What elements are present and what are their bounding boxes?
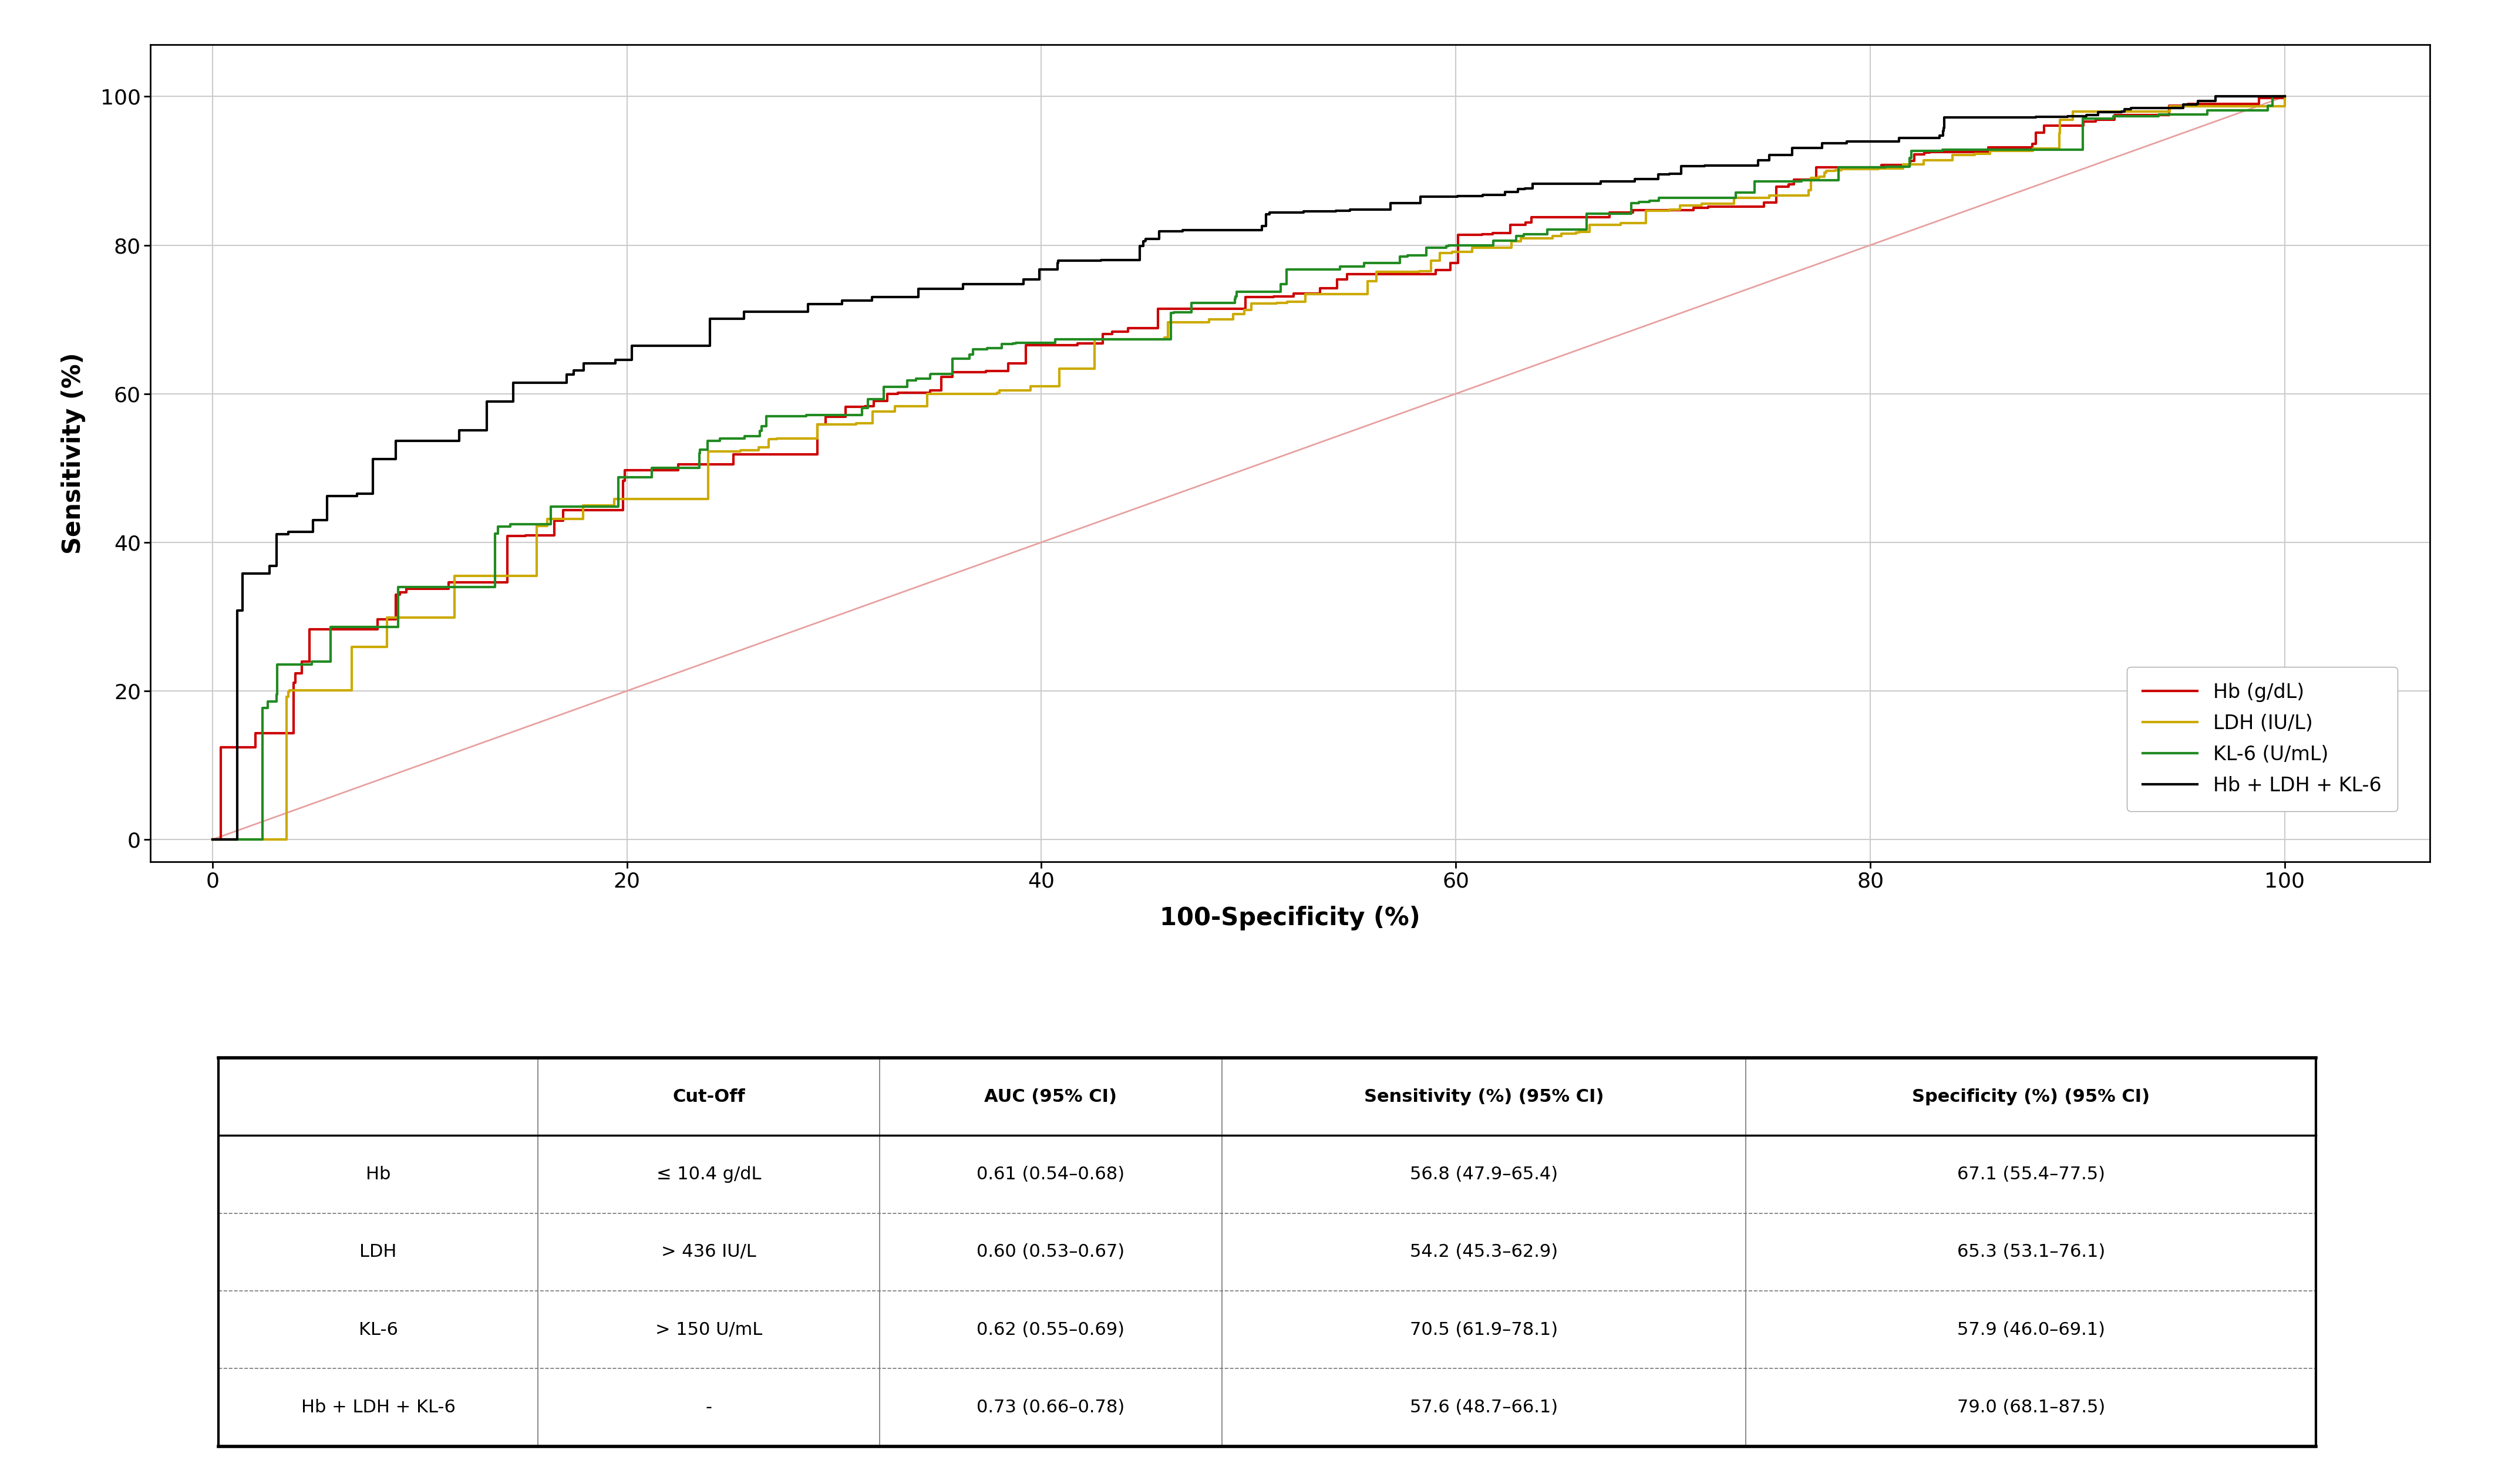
- Text: Hb: Hb: [366, 1166, 391, 1183]
- Text: KL-6: KL-6: [358, 1321, 398, 1339]
- Text: 54.2 (45.3–62.9): 54.2 (45.3–62.9): [1410, 1244, 1558, 1260]
- Text: AUC (95% CI): AUC (95% CI): [984, 1088, 1117, 1106]
- Text: 57.9 (46.0–69.1): 57.9 (46.0–69.1): [1956, 1321, 2104, 1339]
- Text: Hb + LDH + KL-6: Hb + LDH + KL-6: [301, 1399, 456, 1416]
- Text: 0.62 (0.55–0.69): 0.62 (0.55–0.69): [977, 1321, 1125, 1339]
- Text: Sensitivity (%) (95% CI): Sensitivity (%) (95% CI): [1363, 1088, 1603, 1106]
- Text: 56.8 (47.9–65.4): 56.8 (47.9–65.4): [1410, 1166, 1558, 1183]
- Text: 0.73 (0.66–0.78): 0.73 (0.66–0.78): [977, 1399, 1125, 1416]
- Text: 57.6 (48.7–66.1): 57.6 (48.7–66.1): [1410, 1399, 1558, 1416]
- Text: Cut-Off: Cut-Off: [671, 1088, 744, 1106]
- X-axis label: 100-Specificity (%): 100-Specificity (%): [1160, 905, 1420, 930]
- Text: 79.0 (68.1–87.5): 79.0 (68.1–87.5): [1956, 1399, 2104, 1416]
- Text: 67.1 (55.4–77.5): 67.1 (55.4–77.5): [1956, 1166, 2104, 1183]
- Legend: Hb (g/dL), LDH (IU/L), KL-6 (U/mL), Hb + LDH + KL-6: Hb (g/dL), LDH (IU/L), KL-6 (U/mL), Hb +…: [2127, 668, 2397, 812]
- Text: 0.61 (0.54–0.68): 0.61 (0.54–0.68): [977, 1166, 1125, 1183]
- Text: 65.3 (53.1–76.1): 65.3 (53.1–76.1): [1956, 1244, 2104, 1260]
- Text: -: -: [706, 1399, 711, 1416]
- Text: > 150 U/mL: > 150 U/mL: [656, 1321, 762, 1339]
- Text: 0.60 (0.53–0.67): 0.60 (0.53–0.67): [977, 1244, 1125, 1260]
- Text: LDH: LDH: [361, 1244, 396, 1260]
- Text: Specificity (%) (95% CI): Specificity (%) (95% CI): [1911, 1088, 2149, 1106]
- Y-axis label: Sensitivity (%): Sensitivity (%): [60, 352, 85, 554]
- Text: > 436 IU/L: > 436 IU/L: [661, 1244, 757, 1260]
- Text: ≤ 10.4 g/dL: ≤ 10.4 g/dL: [656, 1166, 762, 1183]
- Text: 70.5 (61.9–78.1): 70.5 (61.9–78.1): [1410, 1321, 1558, 1339]
